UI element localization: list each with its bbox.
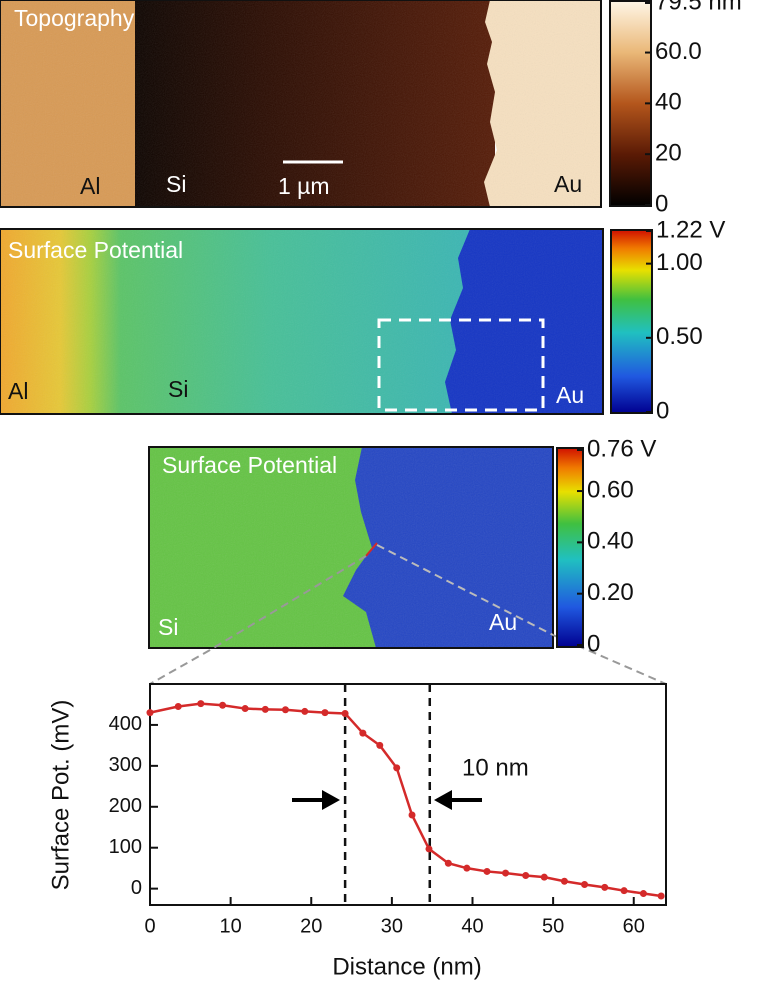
- data-point: [502, 869, 510, 877]
- data-point: [359, 729, 367, 737]
- data-point: [341, 709, 349, 717]
- zoom-box: [377, 318, 545, 412]
- scale-bar-label: 1 µm: [278, 173, 330, 199]
- x-tick-label: 50: [542, 915, 564, 937]
- colorbar-tick-label: 60.0: [655, 38, 702, 65]
- data-point: [620, 887, 628, 895]
- data-point: [560, 877, 568, 885]
- y-tick-label: 300: [109, 754, 142, 776]
- colorbar-tick-label: 0.50: [656, 323, 703, 350]
- data-line: [149, 702, 662, 898]
- colorbar-tick-label: 0: [656, 397, 669, 424]
- map-frame: [148, 446, 554, 649]
- annotation: 10 nm: [462, 754, 529, 781]
- data-point: [601, 883, 609, 891]
- y-tick-label: 0: [131, 877, 142, 899]
- region-label: Al: [8, 378, 28, 404]
- colorbar-tick-label: 40: [655, 89, 682, 116]
- plot-frame: [149, 683, 667, 906]
- data-point: [321, 709, 329, 717]
- colorbar: [556, 447, 584, 648]
- x-tick-label: 40: [461, 915, 483, 937]
- colorbar-tick-label: 79.5 nm: [655, 0, 742, 15]
- colorbar-tick-label: 0.20: [587, 579, 634, 606]
- region-label: Al: [80, 173, 100, 199]
- profile-guide: [149, 649, 211, 685]
- region-label: Au: [489, 609, 517, 635]
- colorbar-tick-label: 0: [655, 190, 668, 217]
- x-tick-label: 30: [381, 915, 403, 937]
- data-point: [483, 867, 491, 875]
- data-point: [393, 764, 401, 772]
- zoom-map: [149, 447, 553, 648]
- data-point: [174, 703, 182, 711]
- profile-guide: [376, 544, 554, 636]
- colorbar: [610, 229, 653, 414]
- data-point: [657, 892, 665, 900]
- y-axis-label: Surface Pot. (mV): [47, 700, 74, 891]
- data-point: [639, 890, 647, 898]
- colorbar: [609, 0, 652, 207]
- region-label: Si: [166, 171, 186, 197]
- arrow: [434, 790, 482, 810]
- region-label: Si: [168, 376, 188, 402]
- data-point: [463, 864, 471, 872]
- colorbar-tick-label: 0.40: [587, 528, 634, 555]
- data-point: [540, 873, 548, 881]
- data-point: [376, 741, 384, 749]
- x-tick-label: 10: [220, 915, 242, 937]
- map-frame: [0, 228, 604, 415]
- data-point: [281, 706, 289, 714]
- data-point: [261, 705, 269, 713]
- map-frame: [0, 0, 602, 208]
- colorbar-tick-label: 0: [587, 630, 600, 657]
- map-title: Surface Potential: [8, 237, 183, 263]
- y-tick-label: 400: [109, 713, 142, 735]
- data-point: [219, 701, 227, 709]
- colorbar-tick-label: 20: [655, 140, 682, 167]
- region-label: Au: [556, 382, 584, 408]
- map-title: Topography: [14, 5, 135, 31]
- colorbar-tick-label: 0.60: [587, 476, 634, 503]
- data-point: [301, 707, 309, 715]
- data-point: [444, 859, 452, 867]
- data-point: [581, 881, 589, 889]
- y-tick-label: 200: [109, 795, 142, 817]
- data-point: [522, 872, 530, 880]
- topography-map: [0, 0, 601, 207]
- region-label: Au: [554, 171, 582, 197]
- data-point: [197, 700, 205, 708]
- colorbar-tick-label: 1.00: [656, 249, 703, 276]
- profile-guide: [209, 555, 367, 651]
- data-point: [425, 845, 433, 853]
- x-tick-label: 60: [623, 915, 645, 937]
- data-point: [146, 709, 154, 717]
- profile-line: [365, 542, 378, 557]
- data-point: [241, 705, 249, 713]
- x-tick-label: 20: [300, 915, 322, 937]
- arrow: [292, 790, 340, 810]
- map-title: Surface Potential: [162, 452, 337, 478]
- colorbar-tick-label: 1.22 V: [656, 216, 725, 243]
- x-axis-label: Distance (nm): [332, 953, 481, 980]
- x-tick-label: 0: [144, 915, 155, 937]
- region-label: Si: [158, 614, 178, 640]
- colorbar-tick-label: 0.76 V: [587, 435, 656, 462]
- y-tick-label: 100: [109, 836, 142, 858]
- data-point: [408, 811, 416, 819]
